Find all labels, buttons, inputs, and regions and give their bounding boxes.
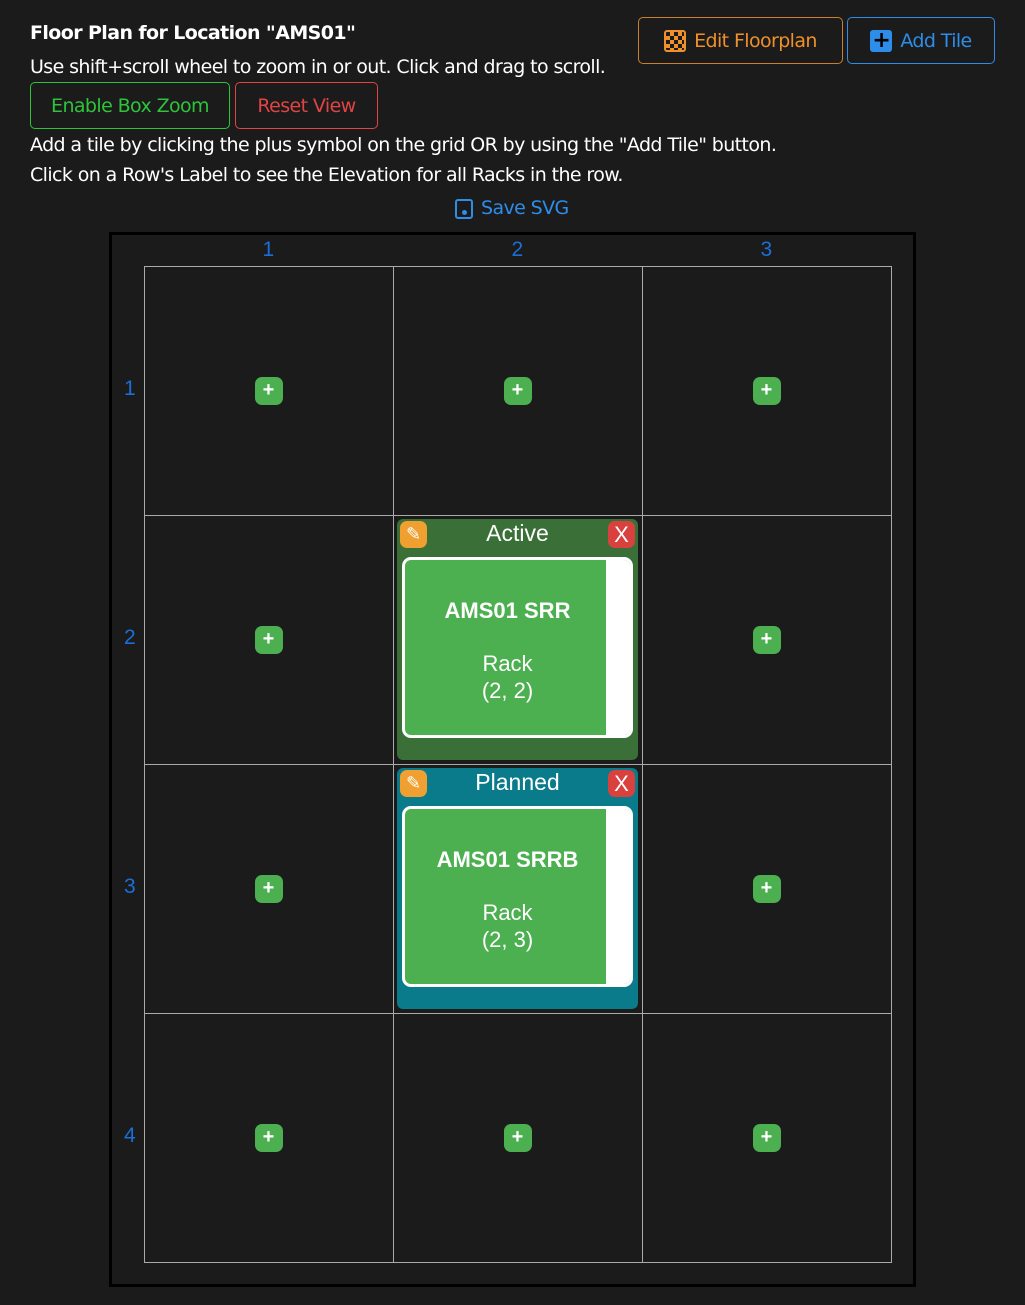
edit-floorplan-label: Edit Floorplan — [694, 29, 817, 52]
add-tile-plus-icon[interactable]: + — [503, 1123, 532, 1152]
tile-status: Planned — [475, 769, 560, 795]
edit-floorplan-button[interactable]: Edit Floorplan — [638, 17, 843, 64]
rack-tile: Active ✎ X AMS01 SRR Rack (2, 2) — [397, 519, 638, 760]
edit-pencil-icon[interactable]: ✎ — [400, 521, 427, 548]
add-tile-help-text: Add a tile by clicking the plus symbol o… — [30, 134, 777, 156]
rack-name: AMS01 SRRB — [436, 847, 579, 872]
rack-name: AMS01 SRR — [444, 598, 571, 623]
row-label[interactable]: 3 — [124, 874, 136, 898]
column-label[interactable]: 3 — [760, 238, 773, 261]
rack-front-bar — [606, 809, 630, 984]
floppy-disk-icon — [455, 199, 473, 219]
enable-box-zoom-button[interactable]: Enable Box Zoom — [30, 82, 230, 129]
tile-status: Active — [486, 520, 549, 546]
rack-object[interactable]: AMS01 SRRB Rack (2, 3) — [402, 806, 633, 987]
reset-view-button[interactable]: Reset View — [235, 82, 378, 129]
page-title: Floor Plan for Location "AMS01" — [30, 22, 356, 44]
rack-tile: Planned ✎ X AMS01 SRRB Rack (2, 3) — [397, 768, 638, 1009]
add-tile-button[interactable]: + Add Tile — [847, 17, 995, 64]
checkerboard-icon — [664, 29, 687, 52]
rack-front-bar — [606, 560, 630, 735]
rack-coords: (2, 3) — [481, 927, 534, 952]
floor-plan-canvas[interactable] — [109, 232, 916, 1287]
column-label[interactable]: 2 — [511, 238, 524, 261]
delete-x-icon[interactable]: X — [608, 770, 635, 797]
add-tile-label: Add Tile — [900, 29, 972, 52]
add-tile-plus-icon[interactable]: + — [752, 625, 781, 654]
rack-object[interactable]: AMS01 SRR Rack (2, 2) — [402, 557, 633, 738]
add-tile-plus-icon[interactable]: + — [254, 874, 283, 903]
add-tile-plus-icon[interactable]: + — [752, 376, 781, 405]
add-tile-plus-icon[interactable]: + — [254, 1123, 283, 1152]
edit-pencil-icon[interactable]: ✎ — [400, 770, 427, 797]
add-tile-plus-icon[interactable]: + — [752, 1123, 781, 1152]
row-label[interactable]: 2 — [124, 625, 136, 649]
row-label[interactable]: 4 — [124, 1123, 136, 1147]
add-tile-plus-icon[interactable]: + — [503, 376, 532, 405]
rack-type: Rack (2, 3) — [405, 899, 610, 953]
rack-type: Rack (2, 2) — [405, 650, 610, 704]
save-svg-link[interactable]: Save SVG — [455, 197, 569, 219]
column-label[interactable]: 1 — [262, 238, 275, 261]
rack-type-label: Rack — [482, 651, 533, 676]
row-label[interactable]: 1 — [124, 376, 136, 400]
add-tile-plus-icon[interactable]: + — [254, 625, 283, 654]
grid-cell — [642, 1013, 892, 1263]
add-tile-plus-icon[interactable]: + — [254, 376, 283, 405]
delete-x-icon[interactable]: X — [608, 521, 635, 548]
rack-type-label: Rack — [482, 900, 533, 925]
zoom-help-text: Use shift+scroll wheel to zoom in or out… — [30, 56, 606, 78]
rack-coords: (2, 2) — [481, 678, 534, 703]
plus-square-icon: + — [870, 29, 893, 52]
add-tile-plus-icon[interactable]: + — [752, 874, 781, 903]
save-svg-label: Save SVG — [481, 197, 569, 219]
row-label-help-text: Click on a Row's Label to see the Elevat… — [30, 164, 623, 186]
